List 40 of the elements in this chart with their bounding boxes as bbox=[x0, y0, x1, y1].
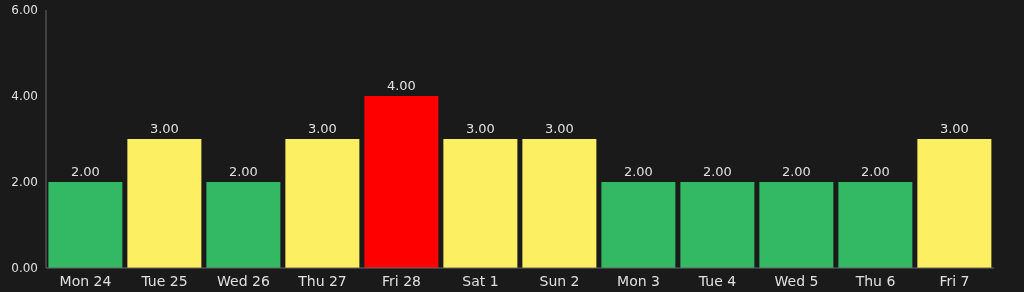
bar bbox=[838, 182, 913, 268]
x-tick-label: Mon 24 bbox=[59, 272, 112, 289]
data-label: 2.00 bbox=[781, 164, 811, 179]
data-label: 3.00 bbox=[939, 121, 969, 136]
x-tick-label: Wed 5 bbox=[774, 272, 819, 289]
x-tick-label: Sat 1 bbox=[462, 272, 499, 289]
x-tick-label: Sun 2 bbox=[539, 272, 580, 289]
data-label: 2.00 bbox=[702, 164, 732, 179]
bar bbox=[443, 139, 518, 268]
data-label: 2.00 bbox=[228, 164, 258, 179]
data-label: 2.00 bbox=[860, 164, 890, 179]
y-tick-label: 6.00 bbox=[11, 3, 38, 18]
bar bbox=[601, 182, 676, 268]
bar bbox=[48, 182, 123, 268]
x-tick-label: Fri 7 bbox=[939, 272, 970, 289]
x-tick-label: Wed 26 bbox=[217, 272, 270, 289]
data-label: 3.00 bbox=[149, 121, 179, 136]
y-tick-label: 2.00 bbox=[11, 175, 38, 190]
data-label: 2.00 bbox=[70, 164, 100, 179]
x-tick-label: Tue 4 bbox=[697, 272, 737, 289]
x-tick-label: Thu 27 bbox=[297, 272, 347, 289]
x-tick-label: Thu 6 bbox=[854, 272, 896, 289]
y-tick-label: 4.00 bbox=[11, 89, 38, 104]
bar bbox=[127, 139, 202, 268]
bar bbox=[759, 182, 834, 268]
data-label: 3.00 bbox=[544, 121, 574, 136]
bar bbox=[917, 139, 992, 268]
data-label: 2.00 bbox=[623, 164, 653, 179]
bar bbox=[522, 139, 597, 268]
x-tick-label: Mon 3 bbox=[617, 272, 660, 289]
data-label: 4.00 bbox=[386, 78, 416, 93]
bar bbox=[680, 182, 755, 268]
bar bbox=[364, 96, 439, 268]
bar bbox=[285, 139, 360, 268]
data-label: 3.00 bbox=[307, 121, 337, 136]
y-tick-label: 0.00 bbox=[11, 261, 38, 276]
x-tick-label: Fri 28 bbox=[382, 272, 421, 289]
data-label: 3.00 bbox=[465, 121, 495, 136]
x-tick-label: Tue 25 bbox=[140, 272, 188, 289]
bar bbox=[206, 182, 281, 268]
